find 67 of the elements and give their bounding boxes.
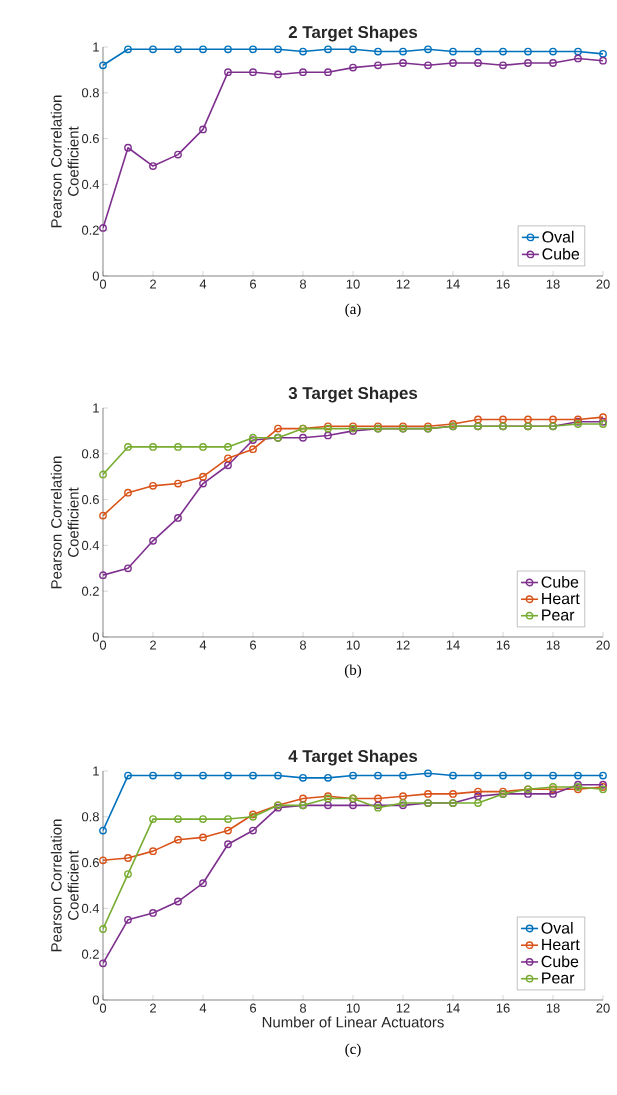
x-tick-label: 18 (546, 279, 560, 289)
x-tick-label: 8 (299, 279, 307, 289)
x-tick-label: 20 (596, 279, 610, 289)
x-tick-label: 12 (396, 640, 410, 650)
legend-label: Cube (541, 575, 579, 588)
legend-label: Pear (542, 609, 575, 621)
x-tick-label: 8 (299, 640, 307, 650)
x-tick-label: 2 (150, 1003, 156, 1013)
y-tick-label: 0.2 (81, 225, 99, 235)
legend-label: Heart (542, 938, 580, 951)
x-tick-label: 10 (346, 640, 360, 650)
text: (c) (345, 1043, 361, 1058)
legend-label: Pear (542, 972, 575, 984)
legend-label: Heart (542, 593, 580, 605)
x-axis-title: Number of Linear Actuators (262, 1016, 444, 1028)
x-tick-label: 16 (496, 1003, 510, 1013)
y-tick-label: 0 (92, 632, 99, 642)
x-tick-label: 20 (596, 640, 610, 650)
x-tick-label: 4 (199, 640, 207, 650)
x-tick-label: 12 (396, 279, 410, 289)
chart-title: 3 Target Shapes (288, 386, 418, 403)
y-tick-label: 0.8 (81, 812, 99, 822)
x-tick-label: 14 (446, 279, 460, 289)
legend-label: Cube (542, 247, 580, 260)
text: (b) (344, 664, 362, 679)
x-tick-label: 12 (396, 1003, 410, 1013)
x-tick-label: 6 (250, 279, 257, 289)
x-tick-label: 4 (199, 279, 207, 289)
legend-label: Oval (542, 230, 574, 243)
x-tick-label: 6 (250, 1003, 257, 1013)
y-tick-label: 0.6 (81, 858, 99, 868)
y-axis-title: Pearson Correlation Coefficient (50, 819, 79, 952)
y-tick-label: 1 (93, 403, 99, 413)
y-tick-label: 0.8 (81, 88, 99, 98)
y-tick-label: 0 (92, 995, 99, 1005)
legend-label: Oval (541, 921, 573, 934)
x-tick-label: 10 (346, 1003, 360, 1013)
y-tick-label: 0.8 (81, 449, 99, 459)
legend-label: Cube (541, 955, 579, 968)
y-tick-label: 0.6 (81, 495, 99, 505)
y-tick-label: 0.4 (81, 179, 100, 189)
x-tick-label: 14 (446, 640, 460, 650)
x-tick-label: 18 (546, 640, 560, 650)
x-tick-label: 10 (346, 279, 360, 289)
x-tick-label: 2 (150, 640, 156, 650)
x-tick-label: 16 (496, 279, 510, 289)
text: (a) (345, 303, 361, 318)
y-tick-label: 0 (92, 271, 99, 281)
y-axis-title: Pearson Correlation Coefficient (50, 456, 79, 589)
x-tick-label: 18 (546, 1003, 560, 1013)
x-tick-label: 8 (299, 1003, 307, 1013)
x-tick-label: 20 (596, 1003, 610, 1013)
x-tick-label: 2 (150, 279, 156, 289)
x-tick-label: 16 (496, 640, 510, 650)
y-tick-label: 0.2 (81, 586, 99, 596)
x-tick-label: 4 (199, 1003, 207, 1013)
chart-title: 4 Target Shapes (288, 749, 418, 766)
x-tick-label: 14 (446, 1003, 460, 1013)
y-tick-label: 1 (93, 42, 99, 52)
y-tick-label: 0.2 (81, 949, 99, 959)
y-axis-title: Pearson Correlation Coefficient (50, 95, 79, 228)
y-tick-label: 1 (93, 766, 99, 776)
y-tick-label: 0.4 (81, 903, 100, 913)
x-tick-label: 6 (250, 640, 257, 650)
chart-title: 2 Target Shapes (288, 25, 418, 42)
y-tick-label: 0.6 (81, 134, 99, 144)
y-tick-label: 0.4 (81, 540, 100, 550)
